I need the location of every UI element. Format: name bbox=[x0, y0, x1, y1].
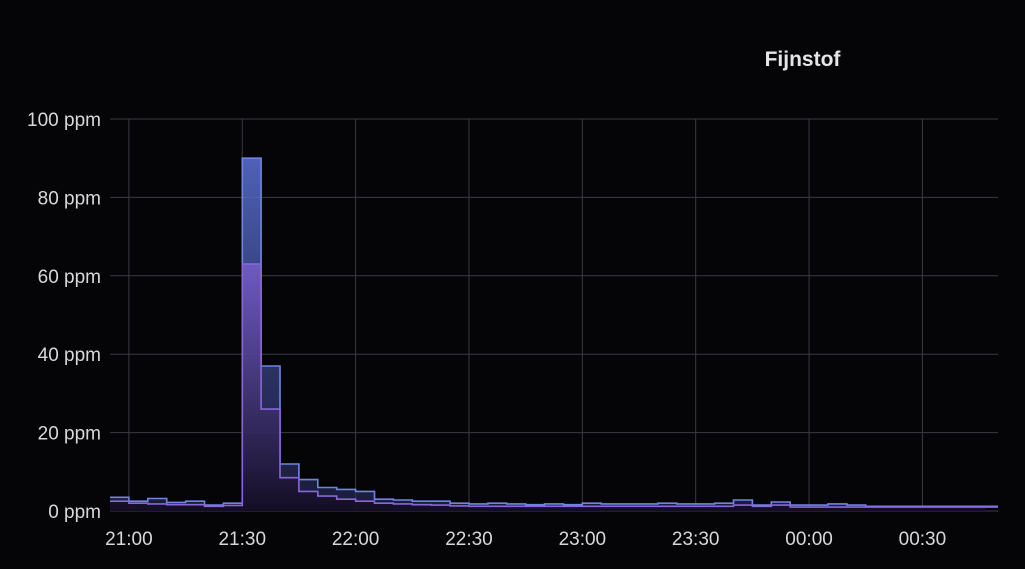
x-tick-label: 21:30 bbox=[218, 529, 266, 550]
y-tick-label: 20 ppm bbox=[38, 424, 101, 445]
series-1-area bbox=[110, 264, 998, 511]
chart-title: Fijnstof bbox=[764, 48, 841, 71]
x-axis: 21:00 21:30 22:00 22:30 23:00 23:30 00:00 00:30 bbox=[105, 529, 946, 550]
x-tick-label: 22:30 bbox=[445, 529, 493, 550]
x-tick-label: 00:30 bbox=[899, 529, 947, 550]
y-tick-label: 60 ppm bbox=[38, 267, 101, 288]
series-0-line bbox=[110, 157, 998, 508]
x-tick-label: 22:00 bbox=[332, 529, 380, 550]
y-tick-label: 0 ppm bbox=[48, 502, 101, 523]
x-tick-label: 23:00 bbox=[559, 529, 607, 550]
x-tick-label: 00:00 bbox=[785, 529, 833, 550]
series-layer bbox=[110, 157, 998, 511]
y-tick-label: 80 ppm bbox=[38, 188, 101, 209]
x-tick-label: 23:30 bbox=[672, 529, 720, 550]
y-tick-label: 40 ppm bbox=[38, 345, 101, 366]
x-tick-label: 21:00 bbox=[105, 529, 153, 550]
series-1-line bbox=[110, 263, 998, 508]
y-tick-label: 100 ppm bbox=[27, 110, 101, 131]
y-axis: 0 ppm 20 ppm 40 ppm 60 ppm 80 ppm 100 ppm bbox=[27, 110, 101, 523]
